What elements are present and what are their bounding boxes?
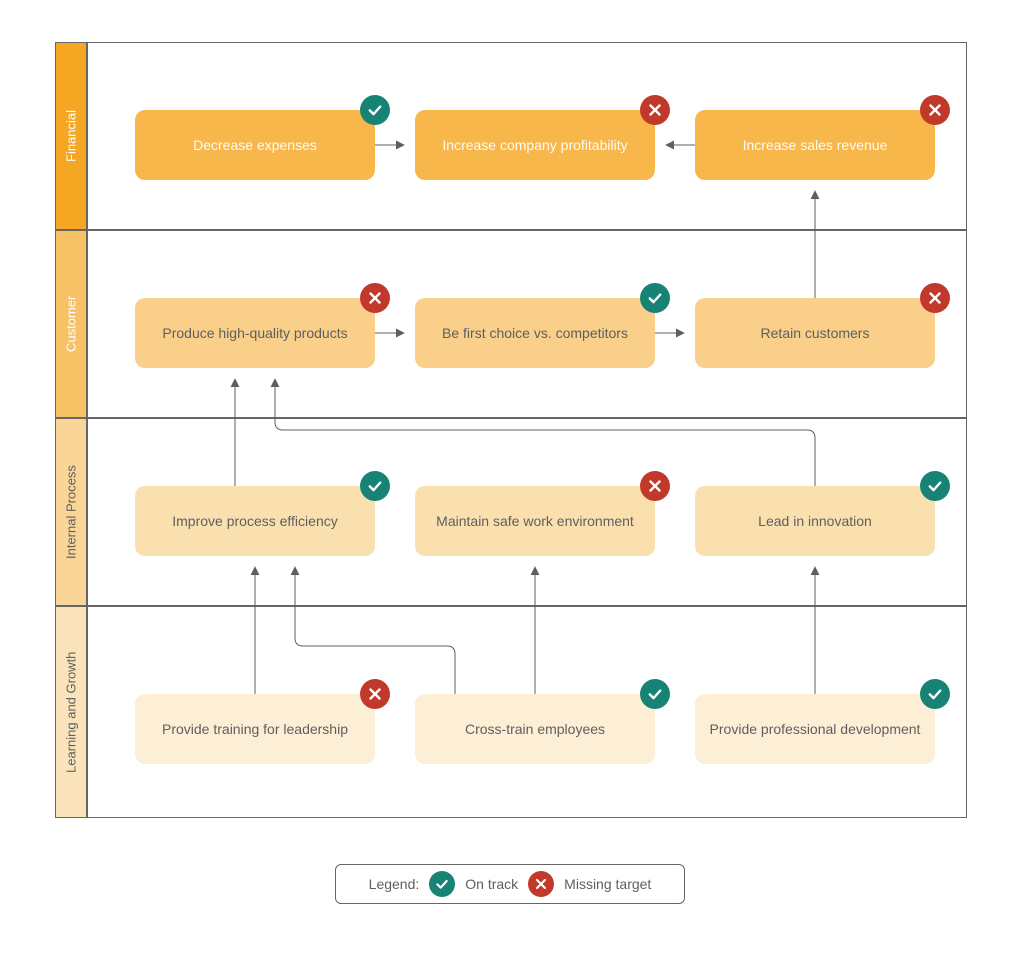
check-icon — [920, 679, 950, 709]
swimlane-label-customer: Customer — [55, 230, 87, 418]
cross-icon — [640, 95, 670, 125]
node-retain_customers: Retain customers — [695, 298, 935, 368]
legend-item-label: Missing target — [564, 876, 651, 892]
cross-icon — [528, 871, 554, 897]
check-icon — [360, 471, 390, 501]
node-prof_dev: Provide professional development — [695, 694, 935, 764]
node-dec_expenses: Decrease expenses — [135, 110, 375, 180]
node-cross_train: Cross-train employees — [415, 694, 655, 764]
balanced-scorecard-diagram: FinancialCustomerInternal ProcessLearnin… — [0, 0, 1016, 964]
node-quality_products: Produce high-quality products — [135, 298, 375, 368]
check-icon — [920, 471, 950, 501]
cross-icon — [360, 283, 390, 313]
node-inc_profit: Increase company profitability — [415, 110, 655, 180]
node-first_choice: Be first choice vs. competitors — [415, 298, 655, 368]
cross-icon — [920, 283, 950, 313]
cross-icon — [920, 95, 950, 125]
cross-icon — [360, 679, 390, 709]
node-process_efficiency: Improve process efficiency — [135, 486, 375, 556]
legend: Legend: On track Missing target — [335, 864, 685, 904]
check-icon — [640, 283, 670, 313]
check-icon — [429, 871, 455, 897]
check-icon — [640, 679, 670, 709]
cross-icon — [640, 471, 670, 501]
swimlane-label-internal: Internal Process — [55, 418, 87, 606]
check-icon — [360, 95, 390, 125]
node-inc_sales: Increase sales revenue — [695, 110, 935, 180]
node-lead_innovation: Lead in innovation — [695, 486, 935, 556]
node-leadership_training: Provide training for leadership — [135, 694, 375, 764]
swimlane-label-learning: Learning and Growth — [55, 606, 87, 818]
swimlane-label-financial: Financial — [55, 42, 87, 230]
legend-title: Legend: — [369, 876, 420, 892]
legend-item-label: On track — [465, 876, 518, 892]
node-safe_env: Maintain safe work environment — [415, 486, 655, 556]
